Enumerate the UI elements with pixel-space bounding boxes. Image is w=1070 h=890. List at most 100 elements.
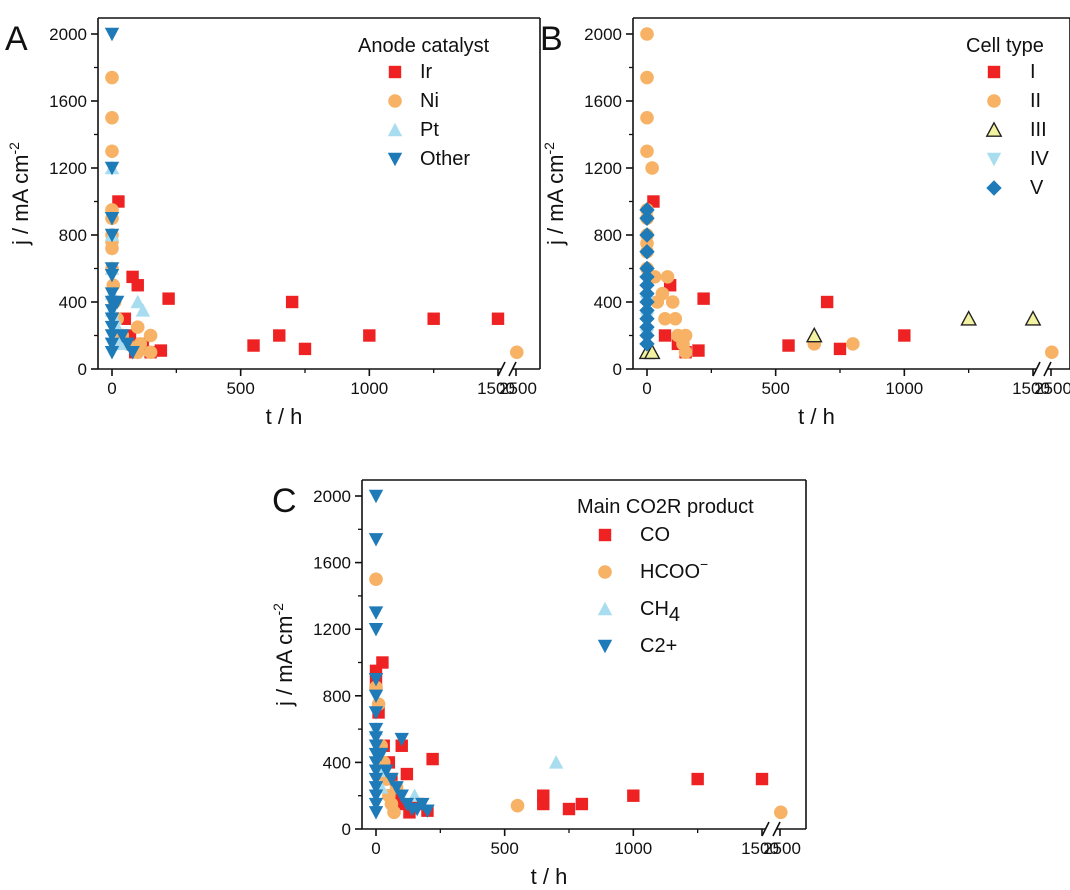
legend-label: Ir: [420, 61, 433, 83]
y-tick-label: 1600: [584, 92, 622, 111]
y-tick-label: 1200: [584, 159, 622, 178]
data-point-c2: [368, 772, 384, 787]
data-point-c2: [368, 606, 384, 620]
data-point-hcoo: [387, 805, 401, 820]
data-point-iii: [1024, 310, 1042, 326]
data-point-ii: [678, 328, 693, 343]
data-point-i: [692, 344, 705, 357]
data-point-v: [639, 227, 655, 243]
data-point-ni: [105, 241, 119, 256]
legend-label: Ni: [420, 90, 439, 112]
data-point-hcoo: [369, 572, 383, 587]
data-point-c2: [394, 789, 409, 803]
legend-label: Pt: [420, 119, 439, 141]
legend-label: HCOO−: [640, 556, 708, 583]
data-point-c2: [368, 764, 384, 778]
data-point-c2: [384, 772, 399, 787]
y-tick-label: 800: [323, 687, 351, 706]
data-point-v: [639, 327, 655, 344]
x-tick-label: 1500: [1012, 379, 1050, 398]
y-tick-label: 2000: [584, 25, 622, 44]
data-point-ir: [285, 295, 299, 309]
data-point-ni: [105, 70, 119, 85]
legend: Anode catalyst Ir Ni Pt Other: [358, 35, 490, 170]
x-axis-label: t / h: [798, 404, 835, 429]
axis-break-mark: [761, 821, 770, 837]
y-axis-label: j / mA cm-2: [270, 603, 297, 707]
data-point-pt: [130, 294, 145, 309]
x-tick-label: 2500: [763, 839, 801, 858]
data-point-c2: [368, 731, 384, 745]
data-point-c2: [368, 756, 384, 770]
data-point-other: [104, 27, 120, 42]
data-point-c2: [420, 804, 435, 818]
legend-label: III: [1030, 119, 1047, 141]
x-tick-label: 1000: [350, 379, 388, 398]
x-tick-label: 1500: [741, 839, 779, 858]
data-point-c2: [368, 672, 384, 687]
panel-letter: C: [272, 482, 297, 520]
data-point-ii: [1045, 345, 1059, 360]
data-point-other: [109, 295, 125, 310]
data-point-i: [820, 295, 834, 309]
data-point-v: [639, 336, 655, 352]
data-point-ii: [645, 161, 659, 175]
data-point-ii: [665, 295, 680, 309]
x-tick-label: 0: [371, 839, 380, 858]
data-point-ni: [105, 110, 119, 125]
x-tick-label: 500: [226, 379, 254, 398]
data-point-i: [697, 292, 710, 305]
data-point-co: [400, 767, 414, 781]
y-tick-label: 2000: [313, 487, 351, 506]
legend-label: IV: [1030, 148, 1050, 170]
legend-marker: [598, 528, 612, 542]
data-point-v: [639, 285, 655, 302]
data-point-pt: [135, 303, 151, 317]
data-point-ni: [105, 144, 119, 159]
data-point-co: [426, 752, 439, 766]
axis-break-mark: [497, 361, 506, 377]
legend-marker: [387, 122, 403, 137]
data-point-c2: [368, 722, 384, 737]
axis-break-mark: [1043, 361, 1052, 377]
data-point-c2: [368, 533, 384, 547]
data-point-iii: [960, 310, 978, 326]
legend-label: C2+: [640, 635, 677, 657]
data-point-i: [782, 339, 795, 352]
legend-title: Anode catalyst: [358, 35, 490, 57]
data-point-c2: [368, 706, 384, 720]
legend-label: II: [1030, 90, 1041, 112]
data-point-ii: [650, 295, 665, 309]
data-point-other: [104, 304, 120, 318]
x-tick-label: 2500: [499, 379, 537, 398]
y-tick-label: 0: [613, 360, 622, 379]
data-point-other: [104, 212, 120, 226]
x-tick-label: 500: [761, 379, 789, 398]
data-point-iii: [805, 326, 823, 343]
data-point-other: [104, 228, 120, 243]
data-point-c2: [368, 781, 384, 795]
legend-marker: [597, 639, 613, 654]
data-point-other: [120, 337, 135, 352]
x-axis-label: t / h: [531, 864, 568, 889]
y-tick-label: 400: [59, 293, 87, 312]
data-point-c2: [368, 806, 384, 820]
x-tick-label: 0: [642, 379, 651, 398]
data-point-c2: [368, 689, 384, 703]
data-point-iii: [643, 343, 661, 360]
axis-break-mark: [508, 361, 517, 377]
legend-marker: [985, 121, 1003, 137]
y-tick-label: 1200: [313, 620, 351, 639]
data-point-ii: [678, 345, 693, 360]
data-point-c2: [368, 789, 384, 803]
data-point-other: [104, 346, 120, 360]
legend-label: V: [1030, 177, 1044, 199]
data-point-i: [833, 342, 847, 356]
legend-title: Cell type: [966, 35, 1044, 57]
data-point-ni: [143, 345, 158, 360]
data-point-i: [658, 329, 672, 342]
data-point-ii: [640, 70, 654, 85]
data-point-i: [898, 329, 911, 342]
